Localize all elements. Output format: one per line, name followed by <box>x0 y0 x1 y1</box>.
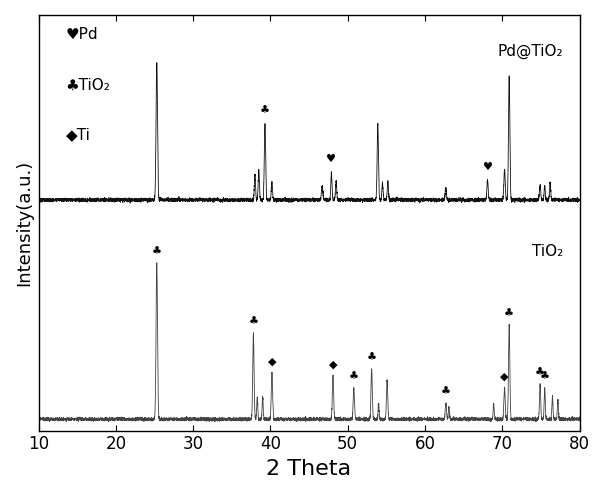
Y-axis label: Intensity(a.u.): Intensity(a.u.) <box>15 160 33 286</box>
Text: ♣: ♣ <box>260 106 270 116</box>
Text: ♣: ♣ <box>367 353 377 363</box>
Text: TiO₂: TiO₂ <box>532 244 563 258</box>
Text: ♣: ♣ <box>152 247 162 257</box>
Text: ♣TiO₂: ♣TiO₂ <box>65 78 111 92</box>
Text: ♣: ♣ <box>249 317 258 327</box>
Text: ◆: ◆ <box>500 371 509 381</box>
X-axis label: 2 Theta: 2 Theta <box>266 459 352 479</box>
Text: ♥: ♥ <box>327 154 336 164</box>
Text: ♥: ♥ <box>483 162 492 172</box>
Text: Pd@TiO₂: Pd@TiO₂ <box>498 44 563 59</box>
Text: ♣: ♣ <box>535 368 545 378</box>
Text: ◆: ◆ <box>329 359 337 370</box>
Text: ♣: ♣ <box>540 372 550 382</box>
Text: ♥Pd: ♥Pd <box>65 28 98 42</box>
Text: ◆: ◆ <box>267 356 276 366</box>
Text: ◆Ti: ◆Ti <box>65 127 91 142</box>
Text: ♣: ♣ <box>441 387 451 397</box>
Text: ♣: ♣ <box>504 309 514 319</box>
Text: ♣: ♣ <box>349 372 359 382</box>
